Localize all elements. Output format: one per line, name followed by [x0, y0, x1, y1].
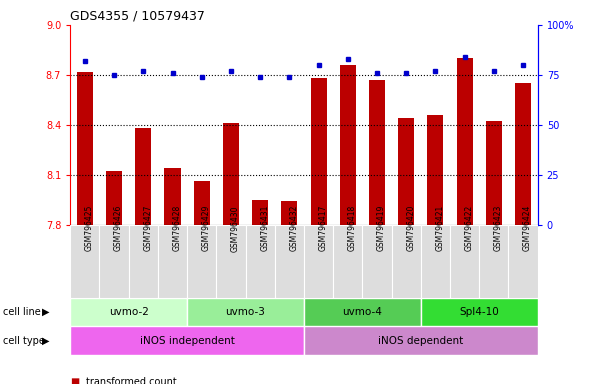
Bar: [486, 121, 502, 225]
Bar: [77, 71, 93, 225]
Text: iNOS independent: iNOS independent: [140, 336, 235, 346]
Bar: [281, 201, 298, 225]
Bar: [135, 128, 152, 225]
Bar: [515, 83, 531, 225]
Bar: [304, 225, 333, 298]
Text: iNOS dependent: iNOS dependent: [378, 336, 464, 346]
Bar: [187, 298, 304, 326]
Bar: [333, 225, 362, 298]
Bar: [479, 225, 508, 298]
Text: GSM796418: GSM796418: [348, 205, 357, 252]
Bar: [340, 65, 356, 225]
Bar: [428, 115, 444, 225]
Bar: [304, 326, 538, 355]
Text: uvmo-4: uvmo-4: [342, 307, 382, 317]
Text: cell line: cell line: [3, 307, 41, 317]
Text: transformed count: transformed count: [86, 377, 177, 384]
Bar: [194, 181, 210, 225]
Text: GSM796429: GSM796429: [202, 205, 211, 252]
Text: GSM796424: GSM796424: [523, 205, 532, 252]
Bar: [421, 298, 538, 326]
Text: GSM796420: GSM796420: [406, 205, 415, 252]
Bar: [129, 225, 158, 298]
Bar: [392, 225, 421, 298]
Bar: [164, 168, 180, 225]
Bar: [369, 80, 385, 225]
Bar: [187, 225, 216, 298]
Text: ▶: ▶: [42, 336, 49, 346]
Bar: [70, 225, 100, 298]
Bar: [304, 298, 421, 326]
Text: GSM796419: GSM796419: [377, 205, 386, 252]
Bar: [158, 225, 187, 298]
Text: GSM796432: GSM796432: [290, 205, 298, 252]
Text: GDS4355 / 10579437: GDS4355 / 10579437: [70, 9, 205, 22]
Text: uvmo-3: uvmo-3: [225, 307, 266, 317]
Bar: [450, 225, 479, 298]
Bar: [362, 225, 392, 298]
Text: GSM796425: GSM796425: [85, 205, 94, 252]
Bar: [246, 225, 275, 298]
Text: GSM796428: GSM796428: [172, 205, 181, 252]
Bar: [106, 171, 122, 225]
Text: GSM796427: GSM796427: [144, 205, 152, 252]
Bar: [456, 58, 473, 225]
Text: cell type: cell type: [3, 336, 45, 346]
Text: GSM796426: GSM796426: [114, 205, 123, 252]
Bar: [508, 225, 538, 298]
Text: uvmo-2: uvmo-2: [109, 307, 148, 317]
Bar: [421, 225, 450, 298]
Bar: [398, 118, 414, 225]
Bar: [70, 326, 304, 355]
Text: GSM796422: GSM796422: [464, 205, 474, 252]
Text: Spl4-10: Spl4-10: [459, 307, 499, 317]
Bar: [216, 225, 246, 298]
Text: GSM796423: GSM796423: [494, 205, 503, 252]
Bar: [310, 78, 327, 225]
Text: GSM796430: GSM796430: [231, 205, 240, 252]
Bar: [100, 225, 129, 298]
Text: GSM796421: GSM796421: [436, 205, 444, 252]
Bar: [252, 200, 268, 225]
Text: ■: ■: [70, 377, 79, 384]
Text: GSM796431: GSM796431: [260, 205, 269, 252]
Bar: [70, 298, 187, 326]
Bar: [223, 123, 239, 225]
Bar: [275, 225, 304, 298]
Text: GSM796417: GSM796417: [318, 205, 327, 252]
Text: ▶: ▶: [42, 307, 49, 317]
